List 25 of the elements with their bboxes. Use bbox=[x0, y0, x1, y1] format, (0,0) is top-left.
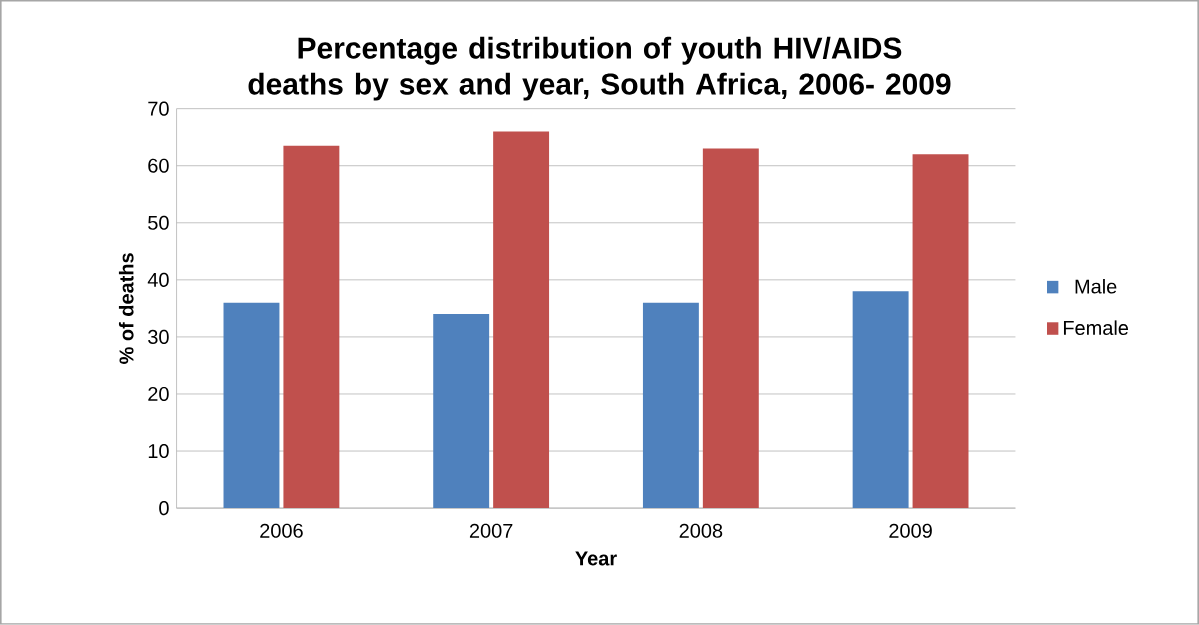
x-tick-label: 2008 bbox=[679, 523, 723, 538]
y-tick-label: 20 bbox=[148, 387, 169, 402]
bar bbox=[433, 314, 490, 509]
y-tick-label: 10 bbox=[148, 444, 169, 459]
legend-label: Female bbox=[1063, 320, 1129, 336]
x-tick-label: 2007 bbox=[469, 523, 513, 538]
bar bbox=[702, 148, 759, 509]
y-tick-label: 70 bbox=[148, 101, 169, 116]
y-tick-label: 60 bbox=[148, 158, 169, 173]
legend-label: Male bbox=[1075, 279, 1117, 294]
bar bbox=[912, 154, 969, 509]
y-tick-label: 30 bbox=[148, 329, 169, 345]
bar bbox=[223, 302, 280, 509]
bar bbox=[283, 145, 340, 509]
chart-title: Percentage distribution of youth HIV/AIDS deaths by sex and year, South Africa, 2006- 2009 bbox=[248, 36, 951, 101]
y-tick-label: 0 bbox=[159, 501, 169, 516]
y-axis-title: % of deaths bbox=[118, 253, 134, 365]
y-tick-label: 50 bbox=[148, 215, 169, 230]
y-tick-label: 40 bbox=[147, 272, 169, 288]
x-tick-label: 2006 bbox=[260, 523, 303, 538]
x-tick-label: 2009 bbox=[889, 523, 932, 538]
bar bbox=[642, 302, 699, 509]
bar bbox=[493, 131, 550, 509]
bar bbox=[852, 291, 909, 509]
x-axis-title: Year bbox=[575, 551, 617, 566]
